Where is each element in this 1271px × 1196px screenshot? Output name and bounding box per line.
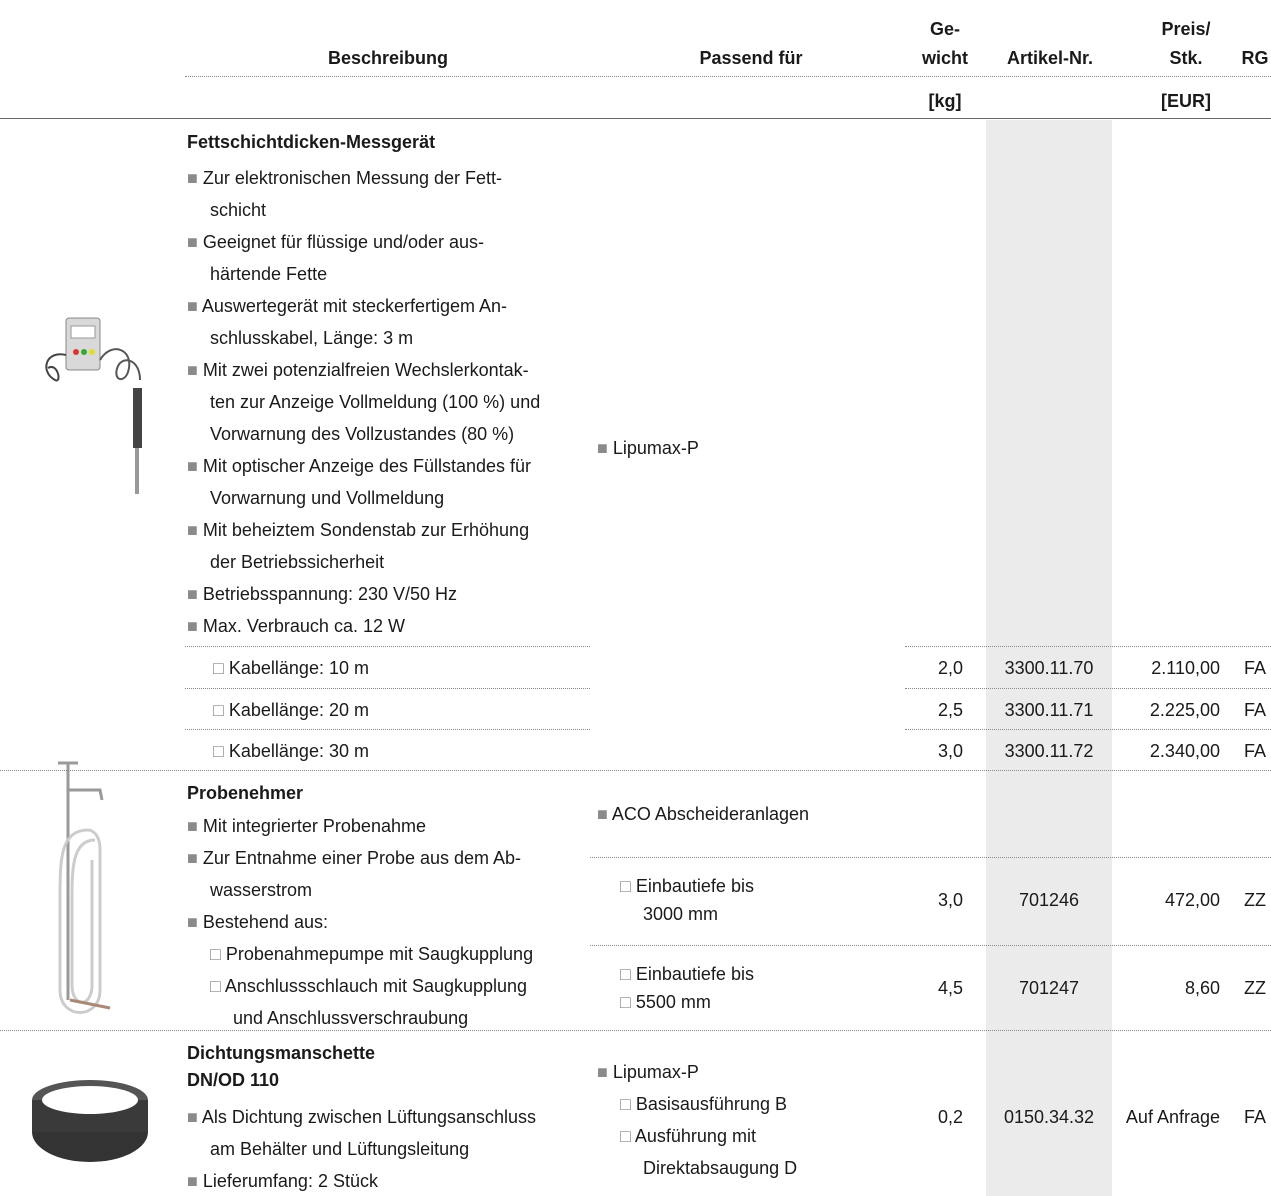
- variant-label: □ Kabellänge: 30 m: [213, 741, 369, 761]
- bullet-text: der Betriebssicherheit: [210, 552, 385, 572]
- row-rule: [185, 688, 590, 689]
- bullet-text: ■ Auswertegerät mit steckerfertigem An-: [187, 296, 507, 316]
- row-rule: [590, 857, 1271, 858]
- bullet-text: ■ Mit optischer Anzeige des Füllstandes …: [187, 456, 532, 476]
- article-column-band: [986, 120, 1112, 1196]
- column-unit: [EUR]: [1161, 91, 1211, 111]
- variant-label: □ Kabellänge: 10 m: [213, 658, 369, 678]
- row-rule: [590, 945, 1271, 946]
- row-rule: [905, 646, 1271, 647]
- column-unit: [kg]: [928, 91, 962, 111]
- bullet-text: wasserstrom: [210, 880, 313, 900]
- weight: 3,0: [937, 741, 963, 761]
- variant-label: □ Kabellänge: 20 m: [213, 700, 369, 720]
- bullet-text: und Anschlussverschraubung: [233, 1008, 469, 1028]
- row-rule: [185, 646, 590, 647]
- header-rule: [185, 76, 1271, 77]
- variant-label: □ Einbautiefe bis: [620, 964, 754, 984]
- price: 2.340,00: [1149, 741, 1220, 761]
- product-image-gasket: [32, 1080, 148, 1162]
- weight: 0,2: [937, 1107, 963, 1127]
- bullet-text: schicht: [210, 200, 267, 220]
- header-bottom-rule: [0, 118, 1271, 119]
- weight: 4,5: [937, 978, 963, 998]
- bullet-text: ■ Lipumax-P: [597, 438, 699, 458]
- product-images: [32, 317, 148, 1162]
- article-number: 3300.11.70: [1004, 658, 1094, 678]
- bullet-text: ■ Geeignet für flüssige und/oder aus-: [187, 232, 485, 252]
- column-header: Passend für: [699, 48, 803, 68]
- bullet-text: ■ Zur elektronischen Messung der Fett-: [187, 168, 503, 188]
- column-header: Artikel-Nr.: [1006, 48, 1094, 68]
- bullet-text: am Behälter und Lüftungsleitung: [210, 1139, 470, 1159]
- price-group: FA: [1243, 1107, 1267, 1127]
- price: 2.110,00: [1151, 658, 1220, 678]
- bullet-text: Vorwarnung des Vollzustandes (80 %): [210, 424, 515, 444]
- column-header: Ge-: [929, 19, 961, 39]
- bullet-text: Direktabsaugung D: [643, 1158, 798, 1178]
- price-group: FA: [1243, 700, 1267, 720]
- bullet-text: ■ Bestehend aus:: [187, 912, 328, 932]
- bullet-text: ■ Max. Verbrauch ca. 12 W: [187, 616, 405, 636]
- column-header: Stk.: [1169, 48, 1203, 68]
- article-number: 0150.34.32: [1003, 1107, 1095, 1127]
- column-header: wicht: [921, 48, 969, 68]
- row-rule: [185, 729, 590, 730]
- price: 472,00: [1164, 890, 1220, 910]
- bullet-text: □ Anschlussschlauch mit Saugkupplung: [210, 976, 528, 996]
- price: 8,60: [1184, 978, 1220, 998]
- row-rule: [905, 688, 1271, 689]
- bullet-text: ■ Zur Entnahme einer Probe aus dem Ab-: [187, 848, 522, 868]
- product-title: Fettschichtdicken-Messgerät: [187, 132, 436, 152]
- price: Auf Anfrage: [1125, 1107, 1220, 1127]
- bullet-text: ■ Mit zwei potenzialfreien Wechslerkonta…: [187, 360, 529, 380]
- bullet-text: □ Probenahmepumpe mit Saugkupplung: [210, 944, 534, 964]
- article-number: 701246: [1018, 890, 1080, 910]
- bullet-text: Vorwarnung und Vollmeldung: [210, 488, 445, 508]
- product-rule: [0, 770, 1271, 771]
- bullet-text: ■ Mit integrierter Probenahme: [187, 816, 426, 836]
- weight: 2,5: [937, 700, 963, 720]
- product-title: Probenehmer: [187, 783, 304, 803]
- article-number: 3300.11.71: [1004, 700, 1094, 720]
- bullet-text: □ Basisausführung B: [620, 1094, 787, 1114]
- bullet-text: ■ ACO Abscheideranlagen: [597, 804, 810, 824]
- price-group: FA: [1243, 658, 1267, 678]
- product-title: Dichtungsmanschette: [187, 1043, 376, 1063]
- bullet-text: härtende Fette: [210, 264, 328, 284]
- bullet-text: ■ Lipumax-P: [597, 1062, 699, 1082]
- price-group: ZZ: [1244, 978, 1266, 998]
- column-header: Preis/: [1161, 19, 1211, 39]
- bullet-text: ■ Lieferumfang: 2 Stück: [187, 1171, 378, 1191]
- weight: 2,0: [937, 658, 963, 678]
- column-header: RG: [1241, 48, 1269, 68]
- article-number: 701247: [1018, 978, 1080, 998]
- price-group: FA: [1243, 741, 1267, 761]
- price-group: ZZ: [1244, 890, 1266, 910]
- bullet-text: ten zur Anzeige Vollmeldung (100 %) und: [210, 392, 541, 412]
- product-title: DN/OD 110: [187, 1070, 280, 1090]
- product-rule: [0, 1030, 1271, 1031]
- product-image-meter: [45, 317, 142, 494]
- article-number: 3300.11.72: [1004, 741, 1094, 761]
- product-image-sampler: [58, 761, 111, 1014]
- row-rule: [905, 729, 1271, 730]
- bullet-text: □ Ausführung mit: [620, 1126, 756, 1146]
- variant-label: □ Einbautiefe bis: [620, 876, 754, 896]
- price: 2.225,00: [1149, 700, 1220, 720]
- bullet-text: schlusskabel, Länge: 3 m: [210, 328, 414, 348]
- bullet-text: ■ Als Dichtung zwischen Lüftungsanschlus…: [187, 1107, 537, 1127]
- bullet-text: ■ Betriebsspannung: 230 V/50 Hz: [187, 584, 458, 604]
- column-header: Beschreibung: [327, 48, 449, 68]
- bullet-text: ■ Mit beheiztem Sondenstab zur Erhöhung: [187, 520, 530, 540]
- weight: 3,0: [937, 890, 963, 910]
- variant-label: 3000 mm: [643, 904, 719, 924]
- variant-label: □ 5500 mm: [620, 992, 711, 1012]
